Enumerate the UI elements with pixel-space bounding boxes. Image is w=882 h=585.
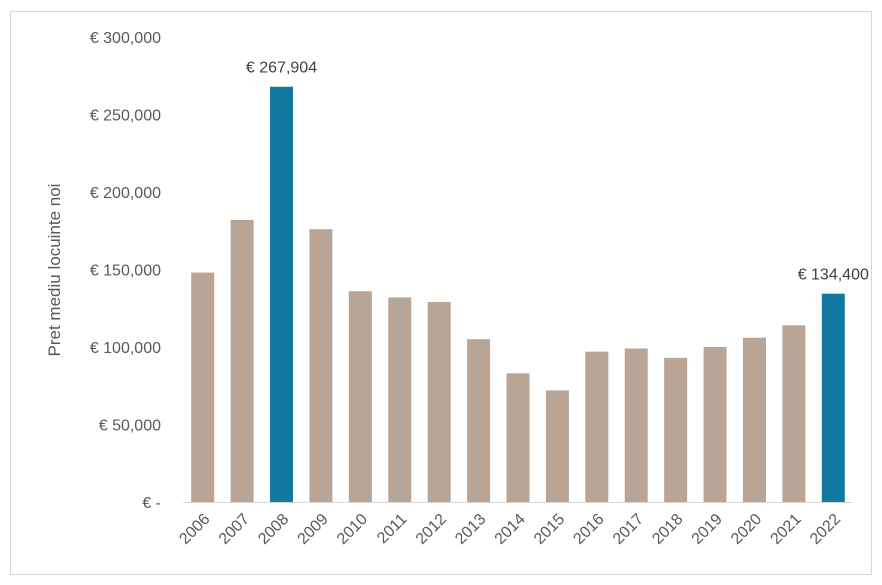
- data-label: € 134,400: [798, 267, 869, 284]
- y-tick-label: € 300,000: [90, 30, 161, 47]
- y-axis-ticks: € - € 50,000 € 100,000 € 150,000 € 200,000 € …: [90, 30, 161, 512]
- bar-2016: [585, 351, 609, 502]
- x-tick-label: 2022: [807, 511, 844, 548]
- bar-2010: [348, 291, 372, 502]
- y-axis-label: Pret mediu locuinte noi: [45, 184, 64, 357]
- bar-2009: [309, 229, 333, 502]
- x-tick-label: 2018: [649, 511, 686, 548]
- bars: [191, 86, 845, 502]
- x-tick-label: 2011: [374, 511, 410, 547]
- x-tick-label: 2014: [492, 511, 529, 548]
- bar-2020: [742, 337, 766, 502]
- x-tick-label: 2015: [531, 511, 568, 548]
- x-axis-ticks: 2006 2007 2008 2009 2010 2011 2012 2013 2014 2015…: [176, 511, 844, 548]
- bar-2019: [703, 347, 727, 502]
- bar-2008: [270, 86, 294, 502]
- x-tick-label: 2019: [689, 511, 726, 548]
- y-tick-label: € 200,000: [90, 185, 161, 202]
- x-tick-label: 2016: [570, 511, 607, 548]
- bar-2013: [467, 339, 491, 502]
- x-tick-label: 2009: [295, 511, 332, 548]
- bar-2021: [782, 325, 806, 502]
- bar-2022: [821, 293, 845, 502]
- bar-2017: [624, 348, 648, 502]
- x-tick-label: 2020: [728, 511, 765, 548]
- bar-2006: [191, 272, 215, 502]
- bar-2012: [427, 302, 451, 502]
- x-tick-label: 2021: [768, 511, 805, 548]
- x-tick-label: 2008: [255, 511, 292, 548]
- x-tick-label: 2006: [176, 511, 213, 548]
- x-tick-label: 2013: [452, 511, 489, 548]
- bar-2015: [545, 390, 569, 502]
- bar-2014: [506, 373, 530, 502]
- data-label: € 267,904: [246, 60, 317, 77]
- x-tick-label: 2012: [413, 511, 450, 548]
- y-tick-label: € 250,000: [90, 108, 161, 125]
- x-tick-label: 2007: [216, 511, 253, 548]
- y-tick-label: € 150,000: [90, 263, 161, 280]
- data-labels: € 267,904 € 134,400: [246, 60, 869, 284]
- bar-2007: [230, 219, 254, 502]
- y-tick-label: € 50,000: [99, 418, 161, 435]
- x-tick-label: 2010: [334, 511, 371, 548]
- bar-2018: [664, 357, 688, 502]
- y-tick-label: € 100,000: [90, 340, 161, 357]
- y-tick-label: € -: [142, 495, 161, 512]
- x-tick-label: 2017: [610, 511, 647, 548]
- bar-2011: [388, 297, 412, 502]
